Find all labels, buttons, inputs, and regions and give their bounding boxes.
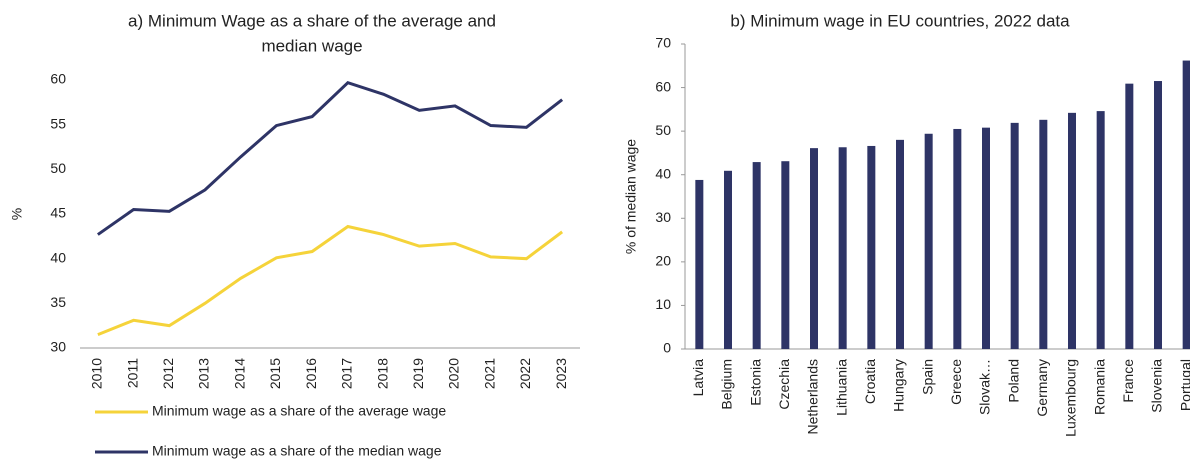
y-tick-label: 70 — [655, 35, 671, 51]
x-tick-label: 2019 — [410, 358, 426, 389]
x-tick-label: Netherlands — [805, 359, 821, 435]
bar — [1039, 119, 1048, 349]
x-tick-label: Czechia — [776, 359, 792, 410]
x-tick-label: Romania — [1091, 359, 1107, 415]
bar — [1010, 122, 1019, 349]
x-tick-label: 2016 — [303, 358, 319, 389]
x-tick-label: Croatia — [862, 359, 878, 404]
x-tick-label: 2017 — [339, 358, 355, 389]
bar — [1182, 60, 1190, 350]
x-tick-label: Luxembourg — [1063, 359, 1079, 437]
bar — [838, 147, 847, 349]
bar — [1096, 111, 1105, 349]
bar — [695, 179, 704, 349]
bar — [1154, 81, 1162, 350]
bar — [867, 145, 876, 349]
y-tick-label: 60 — [50, 71, 66, 87]
line-series — [96, 80, 564, 236]
x-tick-label: 2010 — [89, 358, 105, 389]
x-tick-label: Slovenia — [1149, 359, 1165, 413]
x-tick-label: France — [1120, 359, 1136, 403]
bar — [781, 161, 790, 349]
legend-label: Minimum wage as a share of the average w… — [152, 403, 446, 419]
y-tick-label: 10 — [655, 296, 671, 312]
bar — [953, 128, 962, 349]
x-tick-label: Germany — [1034, 359, 1050, 417]
bar — [896, 139, 904, 349]
x-tick-label: 2014 — [231, 358, 247, 389]
y-tick-label: 50 — [655, 122, 671, 138]
chart-title: median wage — [261, 36, 362, 55]
y-axis-label: % — [9, 208, 25, 220]
bar — [810, 148, 818, 349]
y-tick-label: 45 — [50, 205, 66, 221]
x-tick-label: 2015 — [267, 358, 283, 389]
x-tick-label: Greece — [948, 359, 964, 405]
y-tick-label: 40 — [655, 165, 671, 181]
x-tick-label: Portugal — [1177, 359, 1190, 411]
x-tick-label: 2018 — [374, 358, 390, 389]
y-tick-label: 50 — [50, 160, 66, 176]
y-tick-label: 60 — [655, 78, 671, 94]
bar — [1125, 83, 1134, 350]
x-tick-label: 2011 — [124, 358, 140, 388]
y-tick-label: 55 — [50, 115, 66, 131]
legend-label: Minimum wage as a share of the median wa… — [152, 443, 442, 459]
bar — [752, 162, 761, 349]
y-tick-label: 0 — [663, 340, 671, 356]
y-tick-label: 40 — [50, 249, 66, 265]
chart-title: a) Minimum Wage as a share of the averag… — [128, 11, 496, 30]
x-tick-label: Spain — [919, 359, 935, 395]
bar — [924, 133, 933, 349]
x-tick-label: Estonia — [747, 359, 763, 406]
y-tick-label: 30 — [50, 339, 66, 355]
bar — [1068, 112, 1076, 349]
x-tick-label: Hungary — [891, 359, 907, 412]
bar — [982, 127, 990, 350]
x-tick-label: Slovak… — [977, 359, 993, 415]
y-tick-label: 35 — [50, 294, 66, 310]
x-tick-label: Poland — [1005, 359, 1021, 403]
y-tick-label: 20 — [655, 253, 671, 269]
x-tick-label: 2021 — [481, 358, 497, 389]
x-tick-label: 2022 — [517, 358, 533, 389]
x-tick-label: 2020 — [446, 358, 462, 389]
x-tick-label: 2012 — [160, 358, 176, 389]
bar — [724, 170, 732, 349]
chart-title: b) Minimum wage in EU countries, 2022 da… — [730, 11, 1070, 30]
x-tick-label: Latvia — [690, 359, 706, 397]
x-tick-label: Lithuania — [833, 359, 849, 416]
x-tick-label: 2013 — [196, 358, 212, 389]
line-series — [97, 224, 564, 336]
x-tick-label: 2023 — [553, 358, 569, 389]
x-tick-label: Belgium — [719, 359, 735, 410]
y-tick-label: 30 — [655, 209, 671, 225]
y-axis-label: % of median wage — [623, 139, 639, 254]
